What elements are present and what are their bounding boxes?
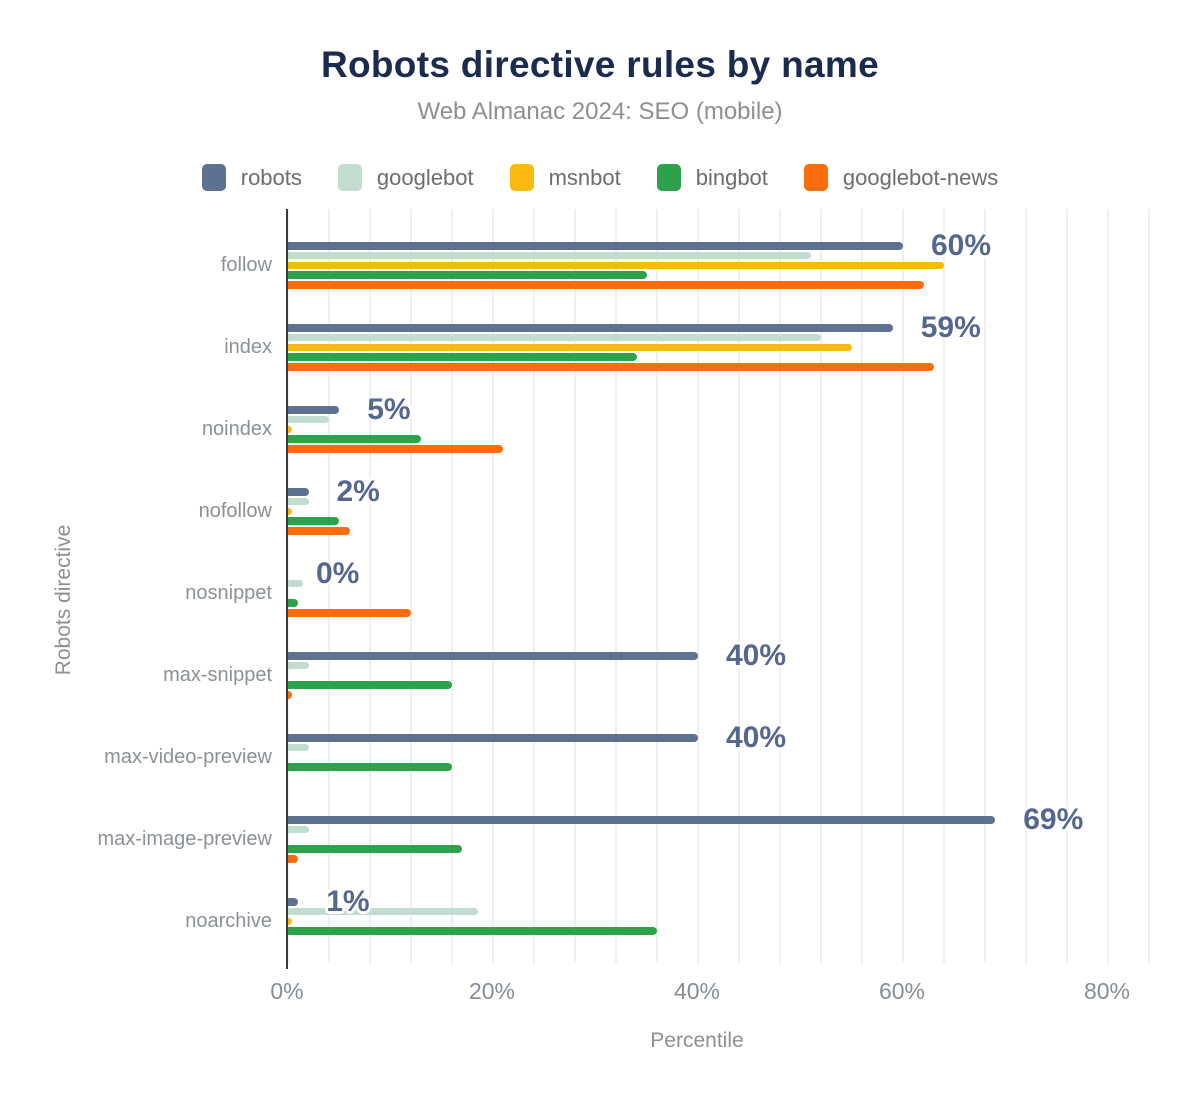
category-label-noarchive: noarchive [185,910,272,932]
value-label-index: 59% [920,311,981,344]
legend-item-robots[interactable]: robots [201,164,302,191]
bar-msnbot-index [288,343,852,352]
legend-label-robots: robots [240,164,302,190]
bar-googlebot-news-noindex [288,445,504,453]
bar-googlebot-nofollow [288,497,309,506]
legend-item-bingbot[interactable]: bingbot [656,164,768,191]
value-label-max-snippet: 40% [726,639,787,672]
category-label-noindex: noindex [201,418,272,440]
bar-googlebot-max-snippet [288,661,309,670]
legend-item-googlebot-news[interactable]: googlebot-news [803,164,999,191]
bar-googlebot-max-image-preview [288,825,309,834]
category-label-max-image-preview: max-image-preview [97,828,273,850]
bar-googlebot-news-follow [288,281,924,289]
bar-googlebot-nosnippet [288,579,304,588]
legend-label-googlebot: googlebot [376,164,474,190]
bar-robots-noindex [288,406,340,414]
legend-label-msnbot: msnbot [548,164,621,190]
legend-label-bingbot: bingbot [695,164,768,190]
y-axis-label: Robots directive [52,524,75,676]
value-label-max-video-preview: 40% [726,721,787,754]
bar-bingbot-max-image-preview [288,845,463,853]
bar-bingbot-nofollow [288,517,340,525]
bar-msnbot-nofollow [288,507,293,516]
legend-swatch-msnbot [509,164,534,191]
bar-bingbot-index [288,353,637,361]
legend-swatch-googlebot-news [803,164,828,191]
legend-swatch-robots [201,164,226,191]
value-label-follow: 60% [931,229,992,262]
category-label-max-video-preview: max-video-preview [104,746,272,768]
value-label-nosnippet: 0% [316,557,360,590]
bar-googlebot-index [288,333,821,342]
bar-bingbot-follow [288,271,647,279]
bar-googlebot-news-nosnippet [288,609,411,617]
bar-bingbot-noarchive [288,927,657,935]
bar-googlebot-max-video-preview [288,743,309,752]
legend-swatch-googlebot [337,164,362,191]
bar-googlebot-news-max-snippet [288,691,293,699]
legend-swatch-bingbot [656,164,681,191]
bar-robots-noarchive [288,898,299,906]
bar-bingbot-nosnippet [288,599,299,607]
category-label-nosnippet: nosnippet [185,582,272,604]
y-axis-line [286,209,288,969]
value-label-nofollow: 2% [336,475,380,508]
bar-robots-follow [288,242,903,250]
bar-robots-index [288,324,893,332]
x-tick-20%: 20% [468,978,516,1004]
chart-subtitle: Web Almanac 2024: SEO (mobile) [417,98,783,125]
category-label-follow: follow [220,254,272,276]
value-label-noindex: 5% [367,393,411,426]
legend: robots googlebot msnbot bingbot googlebot-ne… [0,164,1200,191]
category-label-index: index [224,336,272,358]
x-tick-80%: 80% [1083,978,1131,1004]
bar-googlebot-news-index [288,363,934,371]
category-label-nofollow: nofollow [198,500,272,522]
bar-googlebot-news-nofollow [288,527,350,535]
bar-googlebot-follow [288,251,811,260]
bar-robots-max-snippet [288,652,698,660]
legend-item-msnbot[interactable]: msnbot [509,164,621,191]
bar-googlebot-news-max-image-preview [288,855,299,863]
bar-msnbot-noindex [288,425,293,434]
chart-title: Robots directive rules by name [320,44,879,85]
legend-item-googlebot[interactable]: googlebot [337,164,474,191]
x-axis-label: Percentile [650,1029,744,1052]
bar-msnbot-follow [288,261,944,270]
bar-googlebot-noindex [288,415,329,424]
x-tick-40%: 40% [673,978,721,1004]
bar-msnbot-noarchive [288,917,293,926]
bar-robots-max-image-preview [288,816,996,824]
bar-robots-nofollow [288,488,309,496]
value-label-max-image-preview: 69% [1023,803,1084,836]
bar-googlebot-noarchive [288,907,478,916]
bar-bingbot-noindex [288,435,422,443]
bar-bingbot-max-snippet [288,681,452,689]
category-label-max-snippet: max-snippet [163,664,272,686]
legend-label-googlebot-news: googlebot-news [842,164,999,190]
bar-bingbot-max-video-preview [288,763,452,771]
x-tick-60%: 60% [878,978,926,1004]
value-label-noarchive: 1% [326,885,370,918]
bar-robots-max-video-preview [288,734,698,742]
x-tick-0%: 0% [270,978,304,1004]
